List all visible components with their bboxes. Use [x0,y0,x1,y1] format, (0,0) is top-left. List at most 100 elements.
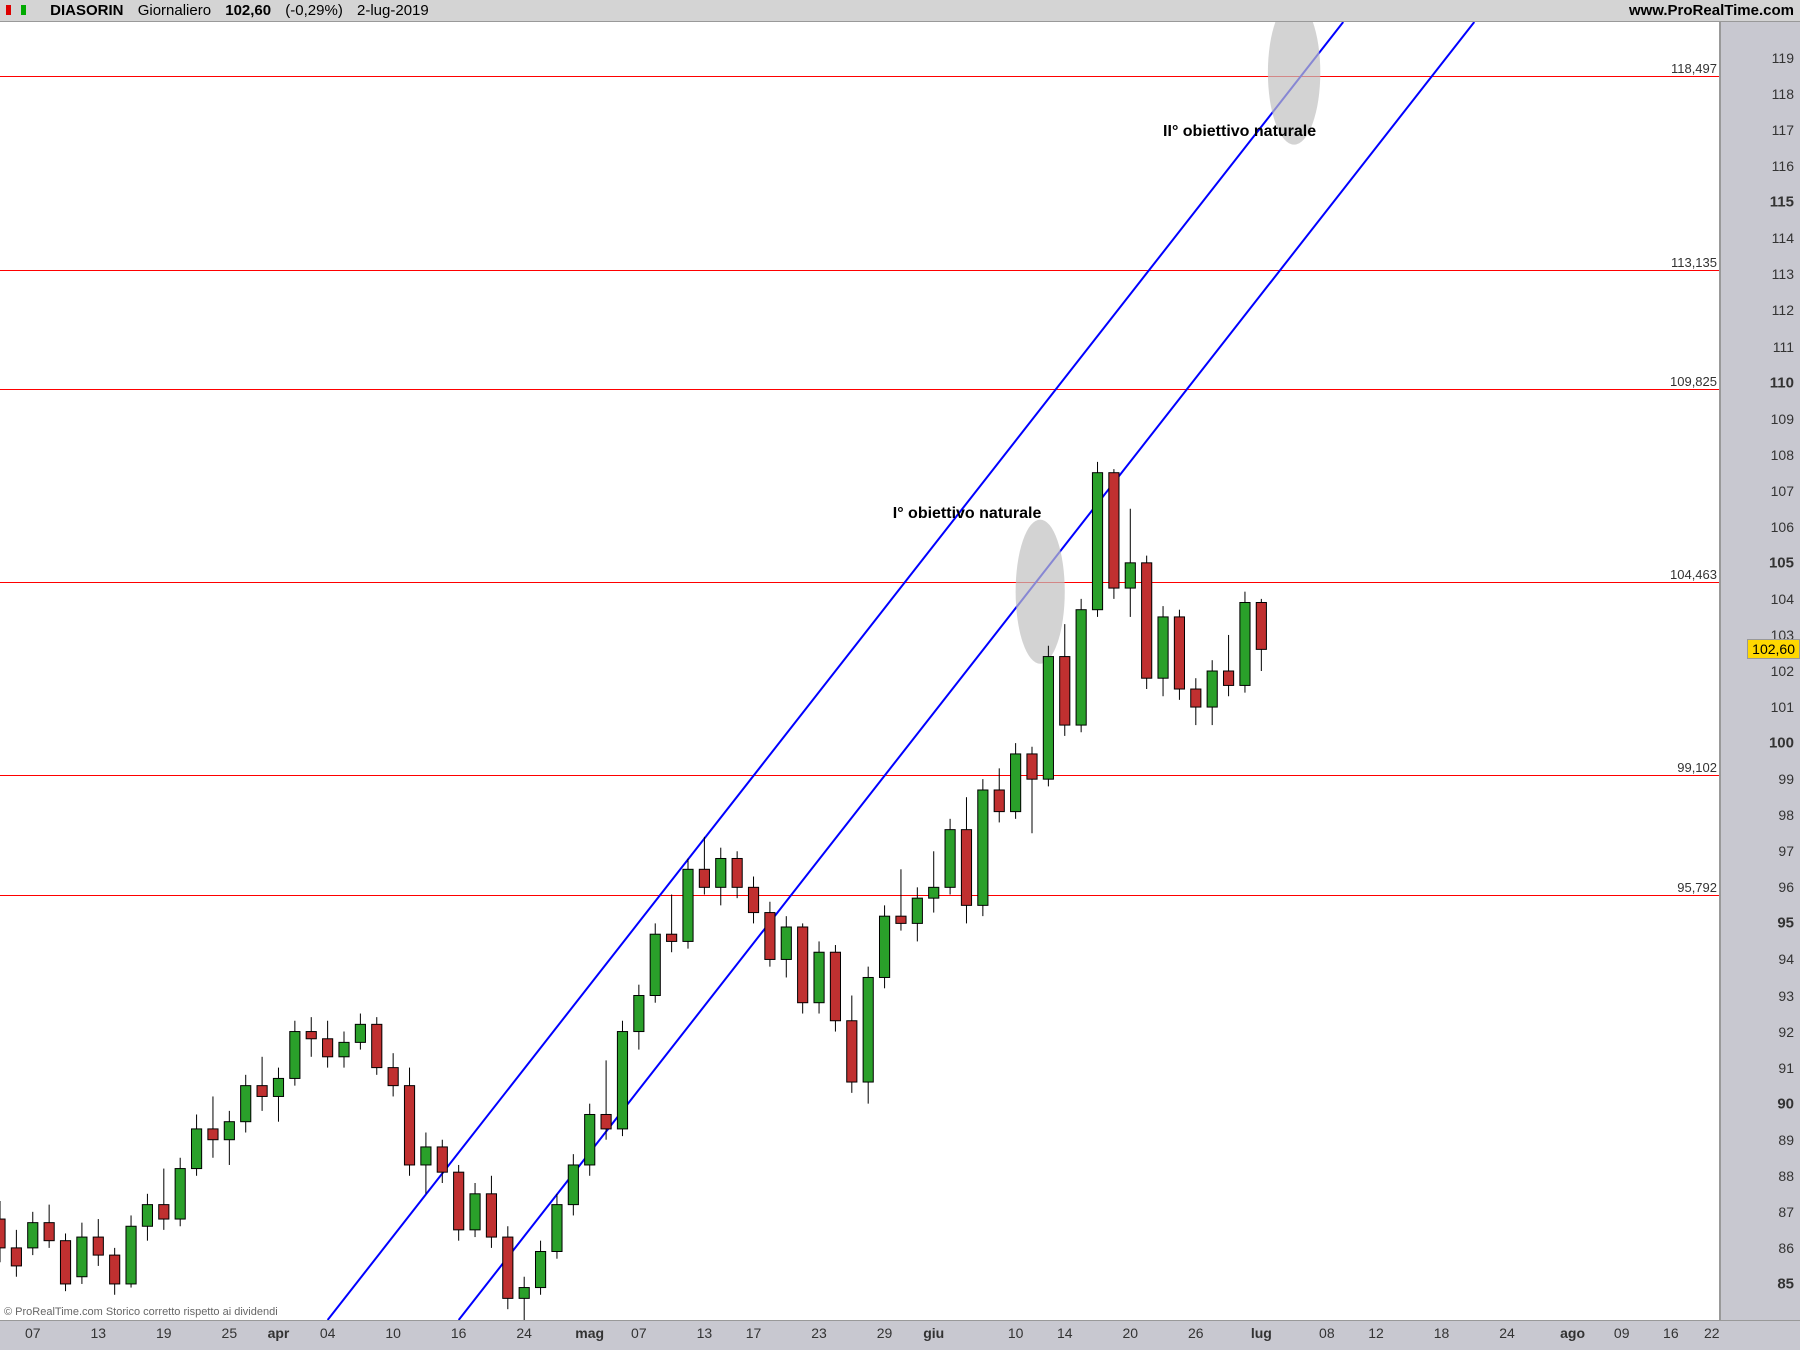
candle-body [781,927,791,959]
candle-body [1109,473,1119,588]
candle-body [388,1068,398,1086]
candle-body [257,1086,267,1097]
copyright-text: © ProRealTime.com Storico corretto rispe… [4,1306,278,1318]
candle-body [830,952,840,1021]
candle-body [667,934,677,941]
candle-body [683,869,693,941]
candle-body [486,1194,496,1237]
y-tick-label: 115 [1770,194,1794,211]
y-tick-label: 113 [1772,266,1794,282]
chart-date: 2-lug-2019 [357,2,429,19]
x-tick-label: mag [575,1325,604,1341]
x-tick-label: 25 [222,1325,238,1341]
candle-body [323,1039,333,1057]
y-tick-label: 101 [1771,699,1794,715]
x-tick-label: 13 [697,1325,713,1341]
chart-svg [0,22,1720,1320]
chart-annotation: I° obiettivo naturale [893,505,1042,523]
y-tick-label: 95 [1777,915,1794,932]
candle-body [945,830,955,888]
chart-plot-area[interactable]: 118,497113,135109,825104,46399,10295,792… [0,22,1720,1320]
x-tick-label: 10 [1008,1325,1024,1341]
y-tick-label: 88 [1778,1168,1794,1184]
y-tick-label: 98 [1778,807,1794,823]
candle-body [1207,671,1217,707]
x-tick-label: 09 [1614,1325,1630,1341]
y-tick-label: 96 [1778,879,1794,895]
y-tick-label: 119 [1772,50,1794,66]
candle-body [1076,610,1086,725]
candle-body [1191,689,1201,707]
candle-body [1125,563,1135,588]
trendline [328,22,1344,1320]
candle-body [306,1032,316,1039]
x-tick-label: 29 [877,1325,893,1341]
y-tick-label: 93 [1778,988,1794,1004]
candle-body [224,1122,234,1140]
y-tick-label: 85 [1777,1275,1794,1292]
x-tick-label: apr [268,1325,290,1341]
candle-body [437,1147,447,1172]
y-tick-label: 116 [1772,158,1794,174]
candle-body [896,916,906,923]
y-tick-label: 110 [1770,374,1794,391]
x-tick-label: 13 [90,1325,106,1341]
candle-body [1043,657,1053,780]
y-axis: 8586878889909192939495969798991001011021… [1720,22,1800,1320]
candle-body [929,887,939,898]
y-tick-label: 112 [1772,302,1794,318]
candle-body [634,996,644,1032]
candle-body [601,1114,611,1128]
candle-body [699,869,709,887]
candle-body [290,1032,300,1079]
y-tick-label: 106 [1771,519,1794,535]
current-price-flag: 102,60 [1747,639,1800,659]
candle-body [1060,657,1070,726]
candle-body [1027,754,1037,779]
candle-body [208,1129,218,1140]
candle-body [470,1194,480,1230]
y-tick-label: 105 [1769,554,1794,571]
price-change: (-0,29%) [285,2,343,19]
y-tick-label: 100 [1769,735,1794,752]
candle-body [748,887,758,912]
y-tick-label: 104 [1771,591,1794,607]
candle-body [1256,602,1266,649]
x-tick-label: 04 [320,1325,336,1341]
y-tick-label: 102 [1771,663,1794,679]
timeframe: Giornaliero [138,2,211,19]
candle-body [421,1147,431,1165]
candle-body [847,1021,857,1082]
candle-body [1223,671,1233,685]
x-tick-label: 14 [1057,1325,1073,1341]
chart-annotation: II° obiettivo naturale [1163,123,1316,141]
x-tick-label: 16 [451,1325,467,1341]
symbol: DIASORIN [50,2,123,19]
x-tick-label: 07 [631,1325,647,1341]
candle-body [273,1078,283,1096]
candle-body [568,1165,578,1205]
y-tick-label: 92 [1778,1024,1794,1040]
site-link[interactable]: www.ProRealTime.com [1629,2,1794,19]
candle-body [519,1288,529,1299]
y-tick-label: 91 [1778,1060,1794,1076]
x-tick-label: 07 [25,1325,41,1341]
y-tick-label: 114 [1772,230,1794,246]
y-tick-label: 86 [1778,1240,1794,1256]
y-tick-label: 90 [1777,1095,1794,1112]
x-tick-label: 19 [156,1325,172,1341]
candle-body [28,1223,38,1248]
y-tick-label: 118 [1772,86,1794,102]
y-tick-label: 111 [1773,339,1794,355]
logo-icon [6,2,36,19]
candle-body [732,858,742,887]
y-tick-label: 87 [1778,1204,1794,1220]
x-tick-label: 10 [385,1325,401,1341]
candle-body [191,1129,201,1169]
x-axis: 07131925apr04101624mag0713172329giu10142… [0,1320,1800,1350]
candle-body [1142,563,1152,678]
candle-body [617,1032,627,1129]
x-tick-label: 18 [1434,1325,1450,1341]
x-tick-label: 17 [746,1325,762,1341]
x-tick-label: 26 [1188,1325,1204,1341]
